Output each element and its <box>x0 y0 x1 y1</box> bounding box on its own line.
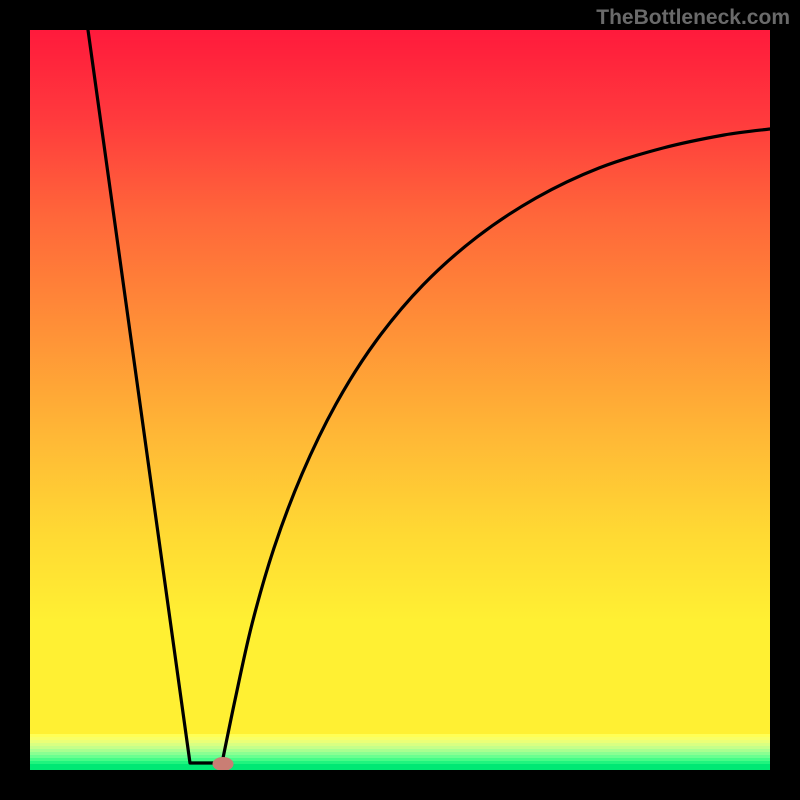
chart-frame: TheBottleneck.com <box>0 0 800 800</box>
watermark: TheBottleneck.com <box>596 6 790 30</box>
plot-area <box>30 30 770 770</box>
curve-minimum-marker <box>213 758 233 771</box>
bottleneck-curve <box>88 30 770 763</box>
curve-overlay <box>30 30 770 770</box>
